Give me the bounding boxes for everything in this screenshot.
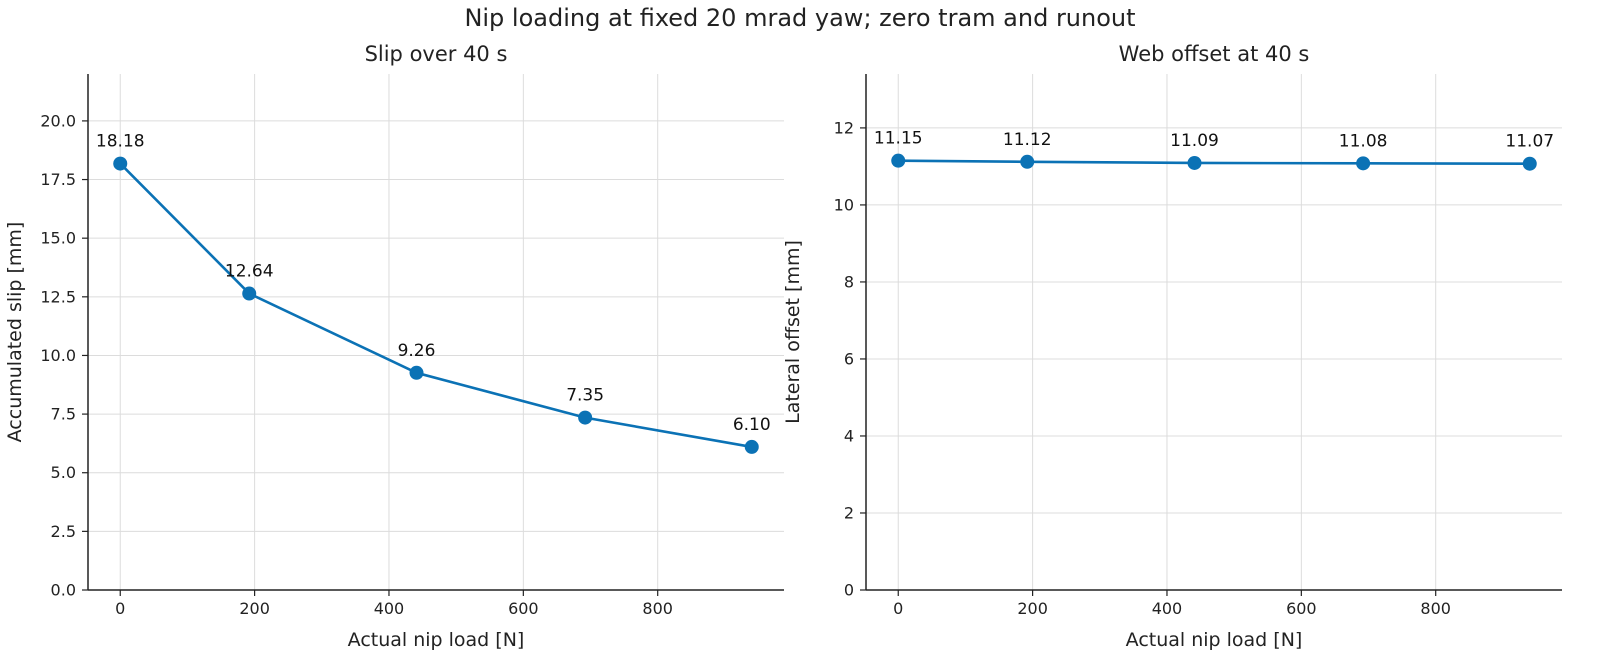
x-tick-label: 0 xyxy=(115,599,125,618)
data-point xyxy=(578,410,593,425)
data-label: 11.15 xyxy=(874,129,923,149)
y-tick-label: 15.0 xyxy=(40,229,76,248)
data-label: 18.18 xyxy=(96,132,145,152)
x-tick-label: 600 xyxy=(508,599,539,618)
x-axis-label: Actual nip load [N] xyxy=(1126,629,1303,651)
data-point xyxy=(891,153,906,168)
y-tick-label: 10.0 xyxy=(40,346,76,365)
data-label: 11.09 xyxy=(1170,131,1219,151)
y-tick-label: 6 xyxy=(844,349,854,368)
y-tick-label: 7.5 xyxy=(51,405,76,424)
y-tick-label: 8 xyxy=(844,272,854,291)
data-label: 11.07 xyxy=(1505,132,1554,152)
y-tick-label: 12.5 xyxy=(40,287,76,306)
y-tick-label: 20.0 xyxy=(40,111,76,130)
x-tick-label: 800 xyxy=(642,599,673,618)
y-tick-label: 17.5 xyxy=(40,170,76,189)
data-point xyxy=(1522,156,1537,171)
y-axis-label: Lateral offset [mm] xyxy=(782,240,804,424)
data-label: 11.12 xyxy=(1003,130,1052,150)
y-tick-label: 2 xyxy=(844,503,854,522)
data-point xyxy=(1356,156,1371,171)
chart-web-offset: 0 200 400 600 800 0 2 4 6 8 10 12 Web offset at 40 s… xyxy=(782,42,1562,651)
y-axis-label: Accumulated slip [mm] xyxy=(4,222,26,443)
data-point xyxy=(242,286,257,301)
x-tick-label: 400 xyxy=(1152,599,1183,618)
data-point xyxy=(409,365,424,380)
data-label: 9.26 xyxy=(398,341,436,361)
y-tick-label: 5.0 xyxy=(51,463,76,482)
data-label: 12.64 xyxy=(225,262,274,282)
data-point xyxy=(744,439,759,454)
data-point xyxy=(1020,154,1035,169)
series-line xyxy=(898,159,1530,166)
x-tick-label: 200 xyxy=(1017,599,1048,618)
y-tick-label: 0 xyxy=(844,581,854,600)
y-tick-label: 12 xyxy=(834,118,854,137)
y-tick-label: 2.5 xyxy=(51,522,76,541)
data-point xyxy=(113,156,128,171)
series-line xyxy=(119,162,752,449)
data-label: 7.35 xyxy=(566,386,604,406)
x-tick-label: 200 xyxy=(239,599,270,618)
y-tick-label: 0.0 xyxy=(51,581,76,600)
figure-title: Nip loading at fixed 20 mrad yaw; zero t… xyxy=(464,4,1135,32)
data-label: 11.08 xyxy=(1339,131,1388,151)
data-point xyxy=(1187,155,1202,170)
x-tick-label: 800 xyxy=(1420,599,1451,618)
x-tick-label: 600 xyxy=(1286,599,1317,618)
chart-slip-over-time: 0 200 400 600 800 0.0 2.5 5.0 7.5 10.0 12.5 15.0 17.… xyxy=(4,42,784,651)
chart-title: Slip over 40 s xyxy=(365,42,508,66)
y-tick-label: 4 xyxy=(844,426,854,445)
chart-title: Web offset at 40 s xyxy=(1119,42,1310,66)
x-axis-label: Actual nip load [N] xyxy=(348,629,525,651)
x-tick-label: 400 xyxy=(374,599,405,618)
x-tick-label: 0 xyxy=(893,599,903,618)
y-tick-label: 10 xyxy=(834,195,854,214)
data-label: 6.10 xyxy=(733,415,771,435)
